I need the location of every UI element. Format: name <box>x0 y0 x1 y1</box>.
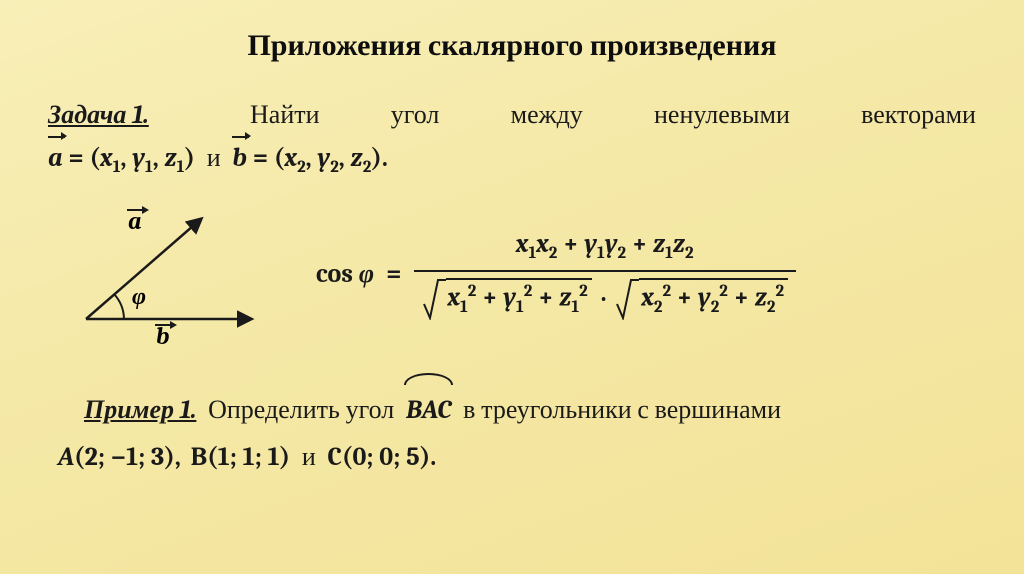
numerator: x1x2 + y1y2 + z1z2 <box>508 227 702 269</box>
angle-bac: BAC <box>406 383 451 438</box>
point-a: A(2; −1; 3) <box>58 442 175 472</box>
cosine-formula: cos φ = x1x2 + y1y2 + z1z2 x12 + y12 + <box>316 227 796 321</box>
phi-symbol: φ <box>359 259 374 289</box>
point-b: B(1; 1; 1) <box>191 442 290 472</box>
example-statement: Пример 1. Определить угол BAC в треуголь… <box>84 383 976 438</box>
denominator: x12 + y12 + z12 · x22 + y22 + <box>414 270 797 322</box>
fraction: x1x2 + y1y2 + z1z2 x12 + y12 + z12 <box>414 227 797 321</box>
problem-word-1: Найти <box>250 87 320 144</box>
sqrt-1: x12 + y12 + z12 <box>422 278 592 320</box>
vector-definitions: a = (x1, y1, z1) и b = (x2, y2, z2). <box>48 138 976 181</box>
equals-sign: = <box>386 259 401 289</box>
page-title: Приложения скалярного произведения <box>48 28 976 63</box>
example-text-1: Определить угол <box>208 395 394 425</box>
example-text-2: в треугольники с вершинами <box>463 395 781 425</box>
vector-b-symbol: b <box>232 138 247 180</box>
diagram-phi-label: φ <box>132 282 146 310</box>
diagram-a-label: a <box>128 207 142 235</box>
cos-label: cos <box>316 259 353 289</box>
diagram-formula-row: a b φ cos φ = x1x2 + y1y2 + z1z2 x12 <box>48 199 976 349</box>
problem-word-3: между <box>511 87 583 144</box>
problem-word-2: угол <box>391 87 440 144</box>
point-c: C(0; 0; 5) <box>328 442 431 472</box>
sqrt-2: x22 + y22 + z22 <box>615 278 788 320</box>
angle-diagram: a b φ <box>66 199 266 349</box>
problem-word-5: векторами <box>861 87 976 144</box>
dot-separator: · <box>602 284 606 314</box>
example-label: Пример 1. <box>84 395 196 425</box>
example-points: A(2; −1; 3), B(1; 1; 1) и C(0; 0; 5). <box>58 442 976 472</box>
problem-statement: Задача 1. Найти угол между ненулевыми ве… <box>48 87 976 144</box>
diagram-b-label: b <box>156 322 170 349</box>
problem-word-4: ненулевыми <box>654 87 790 144</box>
vector-a-symbol: a <box>48 138 63 180</box>
